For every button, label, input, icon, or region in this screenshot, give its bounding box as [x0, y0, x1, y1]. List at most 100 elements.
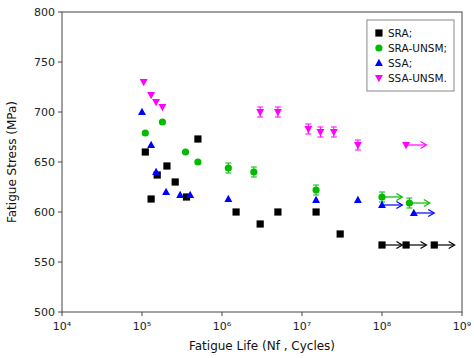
point: [378, 193, 385, 200]
x-tick-label: 10⁴: [53, 320, 72, 333]
runout-arrow: [411, 200, 430, 207]
y-axis-label: Fatigue Stress (MPa): [5, 101, 19, 223]
point: [402, 241, 409, 248]
point: [162, 188, 170, 195]
chart: 10⁴ 10⁵ 10⁶ 10⁷ 10⁸ 10⁹ 500 550 600 650 700 750 800 F…: [0, 0, 474, 358]
y-tick-label: 600: [34, 206, 55, 219]
axes: 10⁴ 10⁵ 10⁶ 10⁷ 10⁸ 10⁹ 500 550 600 650 700 750 800: [34, 6, 471, 333]
series: [142, 118, 430, 208]
point: [152, 168, 160, 175]
error-bar: [257, 107, 263, 117]
point: [186, 191, 194, 198]
point: [147, 92, 155, 99]
point: [330, 129, 338, 136]
point: [274, 208, 281, 215]
error-bar: [379, 192, 385, 202]
point: [224, 195, 232, 202]
point: [354, 142, 362, 149]
y-tick: [58, 162, 62, 163]
error-bar: [355, 140, 361, 150]
y-tick: [58, 62, 62, 63]
point: [410, 209, 418, 216]
point: [172, 178, 179, 185]
error-bar: [251, 167, 257, 177]
y-tick: [58, 112, 62, 113]
error-bar: [225, 163, 231, 173]
point: [140, 79, 148, 86]
legend-marker: [375, 29, 382, 36]
runout-arrow: [408, 142, 427, 149]
error-bar: [317, 127, 323, 137]
legend-label: SRA-UNSM;: [388, 42, 447, 54]
y-tick-label: 700: [34, 106, 55, 119]
runout-arrow: [408, 242, 427, 249]
point: [176, 191, 184, 198]
point: [257, 220, 264, 227]
legend-marker: [375, 59, 383, 66]
y-tick: [58, 262, 62, 263]
point: [337, 230, 344, 237]
y-tick-label: 800: [34, 6, 55, 19]
error-bar: [331, 127, 337, 137]
point: [225, 164, 232, 171]
y-tick: [58, 212, 62, 213]
point: [142, 148, 149, 155]
x-tick-label: 10⁸: [373, 320, 392, 333]
point: [274, 109, 282, 116]
x-tick: [142, 312, 143, 316]
point: [194, 158, 201, 165]
point: [316, 129, 324, 136]
y-tick-label: 550: [34, 256, 55, 269]
legend-marker: [375, 75, 383, 82]
runout-arrow: [384, 242, 403, 249]
y-tick-label: 750: [34, 56, 55, 69]
legend-label: SSA;: [388, 57, 412, 69]
series: [142, 135, 455, 248]
point: [406, 199, 413, 206]
legend-marker: [375, 44, 382, 51]
y-tick-label: 500: [34, 306, 55, 319]
point: [250, 168, 257, 175]
x-tick: [302, 312, 303, 316]
point: [182, 148, 189, 155]
point: [232, 208, 239, 215]
point: [312, 186, 319, 193]
point: [304, 126, 312, 133]
legend-label: SSA-UNSM.: [388, 72, 447, 84]
runout-arrow: [384, 194, 403, 201]
legend: SRA;SRA-UNSM;SSA;SSA-UNSM.: [367, 20, 454, 91]
runout-arrow: [384, 202, 403, 209]
point: [147, 141, 155, 148]
x-axis-label: Fatigue Life (Nf , Cycles): [189, 339, 335, 353]
point: [194, 135, 201, 142]
marks: [138, 79, 455, 248]
y-tick: [58, 12, 62, 13]
point: [163, 162, 170, 169]
point: [256, 109, 264, 116]
point: [312, 208, 319, 215]
y-tick-label: 650: [34, 156, 55, 169]
point: [378, 241, 385, 248]
y-tick: [58, 312, 62, 313]
point: [402, 142, 410, 149]
legend-box: [367, 20, 454, 91]
point: [138, 108, 146, 115]
x-tick-label: 10⁹: [453, 320, 471, 333]
x-tick: [382, 312, 383, 316]
error-bar: [313, 185, 319, 195]
error-bar: [406, 198, 412, 208]
point: [378, 201, 386, 208]
point: [354, 196, 362, 203]
point: [142, 129, 149, 136]
x-tick: [462, 312, 463, 316]
point: [148, 195, 155, 202]
error-bar: [275, 107, 281, 117]
series: [138, 108, 434, 217]
point: [159, 118, 166, 125]
x-tick-label: 10⁵: [133, 320, 151, 333]
error-bar: [305, 124, 311, 134]
plot-frame: [62, 12, 462, 312]
x-tick-label: 10⁷: [293, 320, 311, 333]
x-tick-label: 10⁶: [213, 320, 232, 333]
runout-arrow: [416, 210, 435, 217]
